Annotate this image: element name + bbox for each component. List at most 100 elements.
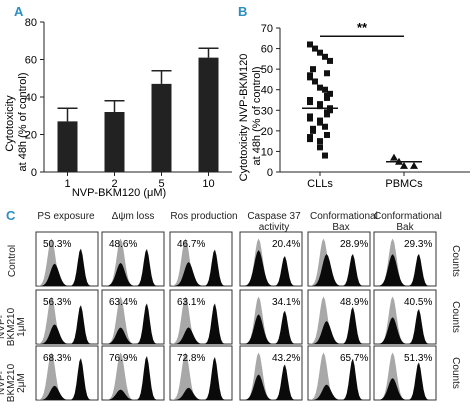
chart-b-point-square: [324, 70, 330, 77]
chart-b-ylabel-line1: Cytotoxicity NVP-BKM120: [238, 54, 250, 182]
chart-a-y-tick-label: 60: [25, 55, 37, 67]
bar-chart-a: 0 20 40 60 80 1 2 5 10 NVP-BKM120 (μM) Cytotoxic…: [4, 17, 232, 199]
flow-cell-frame: [239, 231, 303, 287]
chart-b-point-square: [322, 152, 328, 159]
scatter-chart-b: 0 10 20 30 40 50 60 70 CLLs PBMCs ** Cytotoxicity …: [238, 20, 470, 190]
flow-histogram-cell: 28.9%: [307, 231, 371, 287]
flow-percentage-label: 40.5%: [404, 297, 432, 308]
col-header-dpsim-loss: Δψm loss: [111, 211, 155, 222]
chart-b-point-square: [312, 78, 318, 85]
chart-b-point-triangle: [410, 161, 418, 169]
panel-a-label: A: [14, 4, 24, 19]
flow-histogram-treated: [170, 303, 232, 344]
flow-histogram-cell: 63.4%: [101, 289, 165, 345]
flow-histogram-control: [170, 352, 232, 400]
flow-histogram-cell: 20.4%: [239, 231, 303, 287]
col-header-ros-production: Ros production: [170, 211, 238, 222]
chart-b-point-square: [324, 111, 330, 118]
flow-histogram-cell: 76.9%: [101, 345, 165, 401]
flow-histogram-cell: 51.3%: [373, 345, 437, 401]
flow-percentage-label: 63.1%: [177, 297, 205, 308]
flow-percentage-label: 65.7%: [340, 353, 368, 364]
flow-percentage-label: 43.2%: [272, 353, 300, 364]
flow-histogram-control: [36, 352, 98, 400]
flow-percentage-label: 56.3%: [43, 297, 71, 308]
chart-a-x-tick-label: 2: [111, 178, 117, 190]
chart-a-bar: [104, 112, 125, 172]
chart-b-point-triangle: [400, 161, 408, 169]
flow-percentage-label: 46.7%: [177, 239, 205, 250]
flow-histogram-treated: [102, 249, 164, 286]
flow-percentage-label: 51.3%: [404, 353, 432, 364]
chart-b-point-square: [317, 103, 323, 110]
flow-percentage-label: 63.4%: [109, 297, 137, 308]
chart-b-y-axis-label: Cytotoxicity NVP-BKM120 at 48h (% of con…: [238, 51, 263, 182]
flow-histogram-treated: [374, 362, 436, 400]
flow-cell-frame: [239, 345, 303, 401]
chart-a-bar: [57, 121, 78, 172]
panel-c-label: C: [6, 208, 16, 223]
col-header-bax: Conformational Bax: [310, 211, 378, 233]
chart-b-point-square: [317, 84, 323, 91]
flow-percentage-label: 68.3%: [43, 353, 71, 364]
flow-histogram-cell: 65.7%: [307, 345, 371, 401]
chart-b-point-square: [317, 49, 323, 56]
chart-b-point-square: [307, 115, 313, 122]
flow-histogram-treated: [374, 309, 436, 344]
chart-b-point-square: [310, 66, 316, 73]
flow-histogram-treated: [308, 306, 370, 344]
chart-a-x-tick-label: 5: [158, 178, 164, 190]
flow-histogram-treated: [170, 357, 232, 400]
flow-cell-frame: [101, 289, 165, 345]
flow-percentage-label: 20.4%: [272, 239, 300, 250]
flow-histogram-treated: [308, 253, 370, 286]
flow-histogram-cell: 48.9%: [307, 289, 371, 345]
chart-b-point-square: [324, 131, 330, 138]
chart-b-y-tick-label: 40: [261, 85, 273, 97]
flow-histogram-cell: 34.1%: [239, 289, 303, 345]
chart-a-y-tick-label: 40: [25, 92, 37, 104]
chart-b-point-square: [322, 123, 328, 130]
flow-percentage-label: 72.8%: [177, 353, 205, 364]
chart-b-point-square: [317, 138, 323, 145]
flow-percentage-label: 34.1%: [272, 297, 300, 308]
chart-b-x-tick-label: PBMCs: [385, 178, 423, 190]
chart-a-y-tick-label: 20: [25, 130, 37, 142]
chart-b-point-square: [307, 74, 313, 81]
chart-a-x-axis-label: NVP-BKM120 (μM): [72, 187, 166, 199]
chart-a-bar: [151, 83, 172, 172]
chart-b-y-tick-label: 30: [261, 105, 273, 117]
chart-b-point-square: [324, 94, 330, 101]
chart-b-ylabel-line2: at 48h (% of control): [251, 66, 263, 165]
flow-percentage-label: 50.3%: [43, 239, 71, 250]
flow-histogram-cell: 40.5%: [373, 289, 437, 345]
flow-cell-frame: [373, 231, 437, 287]
chart-a-x-tick-label: 10: [202, 178, 214, 190]
chart-b-point-triangle: [390, 153, 398, 161]
flow-histogram-cell: 43.2%: [239, 345, 303, 401]
chart-a-y-tick-label: 0: [31, 167, 37, 179]
chart-b-significance-label: **: [357, 20, 368, 35]
chart-b-y-tick-label: 20: [261, 126, 273, 138]
chart-b-point-square: [317, 119, 323, 126]
flow-percentage-label: 76.9%: [109, 353, 137, 364]
chart-b-point-square: [307, 99, 313, 106]
flow-histogram-cell: 72.8%: [169, 345, 233, 401]
flow-percentage-label: 29.3%: [404, 239, 432, 250]
col-header-bak: Conformational Bak: [374, 211, 442, 233]
chart-b-point-square: [310, 127, 316, 134]
flow-histogram-treated: [170, 249, 232, 286]
flow-percentage-label: 48.6%: [109, 239, 137, 250]
chart-b-point-square: [327, 57, 333, 64]
flow-histogram-treated: [240, 310, 302, 344]
chart-a-bar: [198, 57, 219, 172]
chart-b-y-tick-label: 10: [261, 146, 273, 158]
flow-histogram-treated: [36, 248, 98, 286]
chart-a-y-axis-label: Cytotoxicity at 48h (% of control): [4, 72, 29, 171]
chart-b-point-square: [312, 45, 318, 52]
flow-histogram-cell: 56.3%: [35, 289, 99, 345]
flow-histogram-treated: [36, 305, 98, 344]
panel-b-label: B: [238, 4, 248, 19]
flow-percentage-label: 48.9%: [340, 297, 368, 308]
flow-histogram-cell: 68.3%: [35, 345, 99, 401]
